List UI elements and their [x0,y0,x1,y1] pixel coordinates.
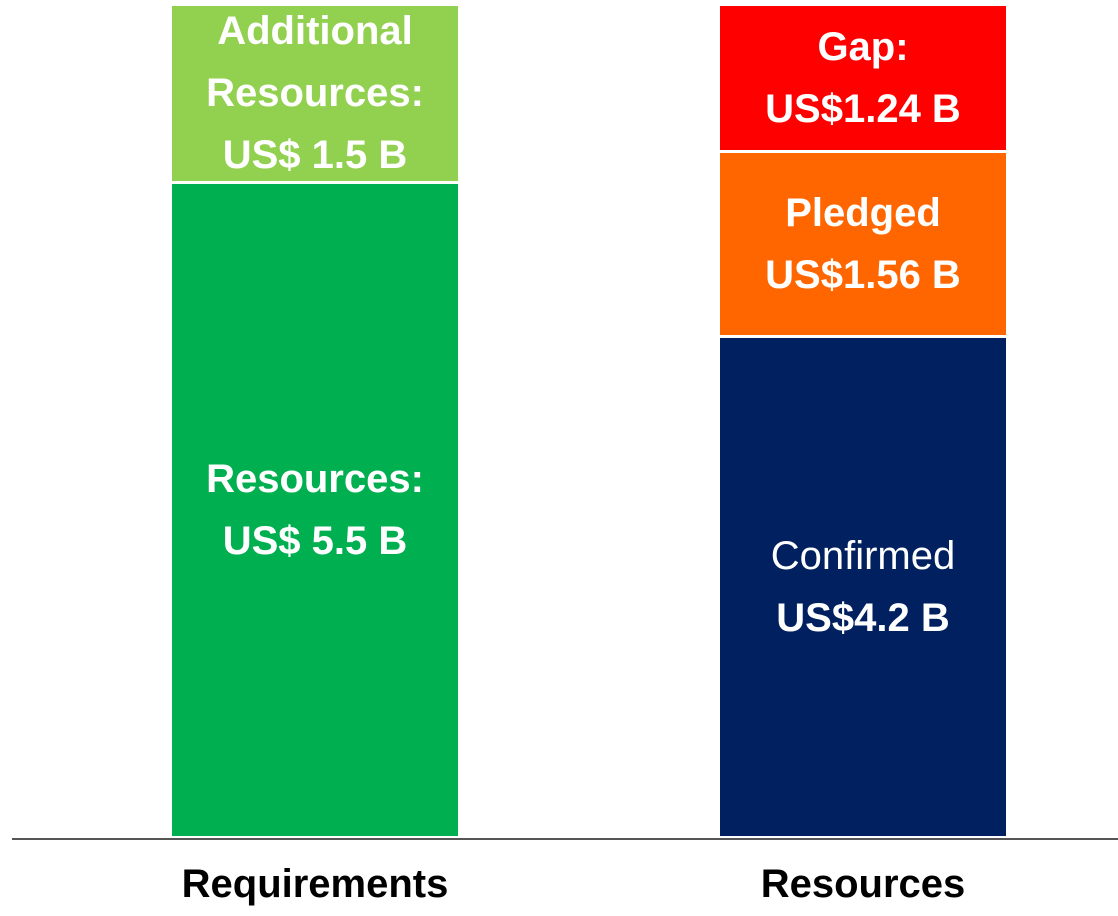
bar-segment: Confirmed US$4.2 B [720,338,1006,836]
bar-segment: Pledged US$1.56 B [720,153,1006,338]
segment-name: Confirmed [770,534,956,578]
segment-name: Resources: [206,456,424,501]
data-label: US$1.24 B [765,87,961,131]
data-label: US$1.56 B [765,253,961,297]
x-tick-label: Requirements [181,862,449,906]
segment-name: Additional Resources: [206,9,424,116]
bar-segment: Gap: US$1.24 B [720,6,1006,154]
data-label: US$4.2 B [776,596,950,640]
data-label: US$ 5.5 B [222,518,408,563]
data-label: US$ 1.5 B [222,133,408,178]
segment-name: Pledged [785,191,941,235]
x-tick-label: Resources [760,862,966,906]
bar-segment: Resources: US$ 5.5 B [172,183,458,836]
segment-name: Gap: [817,25,909,69]
baseline [12,838,1118,840]
bar-segment: Additional Resources: US$ 1.5 B [172,6,458,184]
